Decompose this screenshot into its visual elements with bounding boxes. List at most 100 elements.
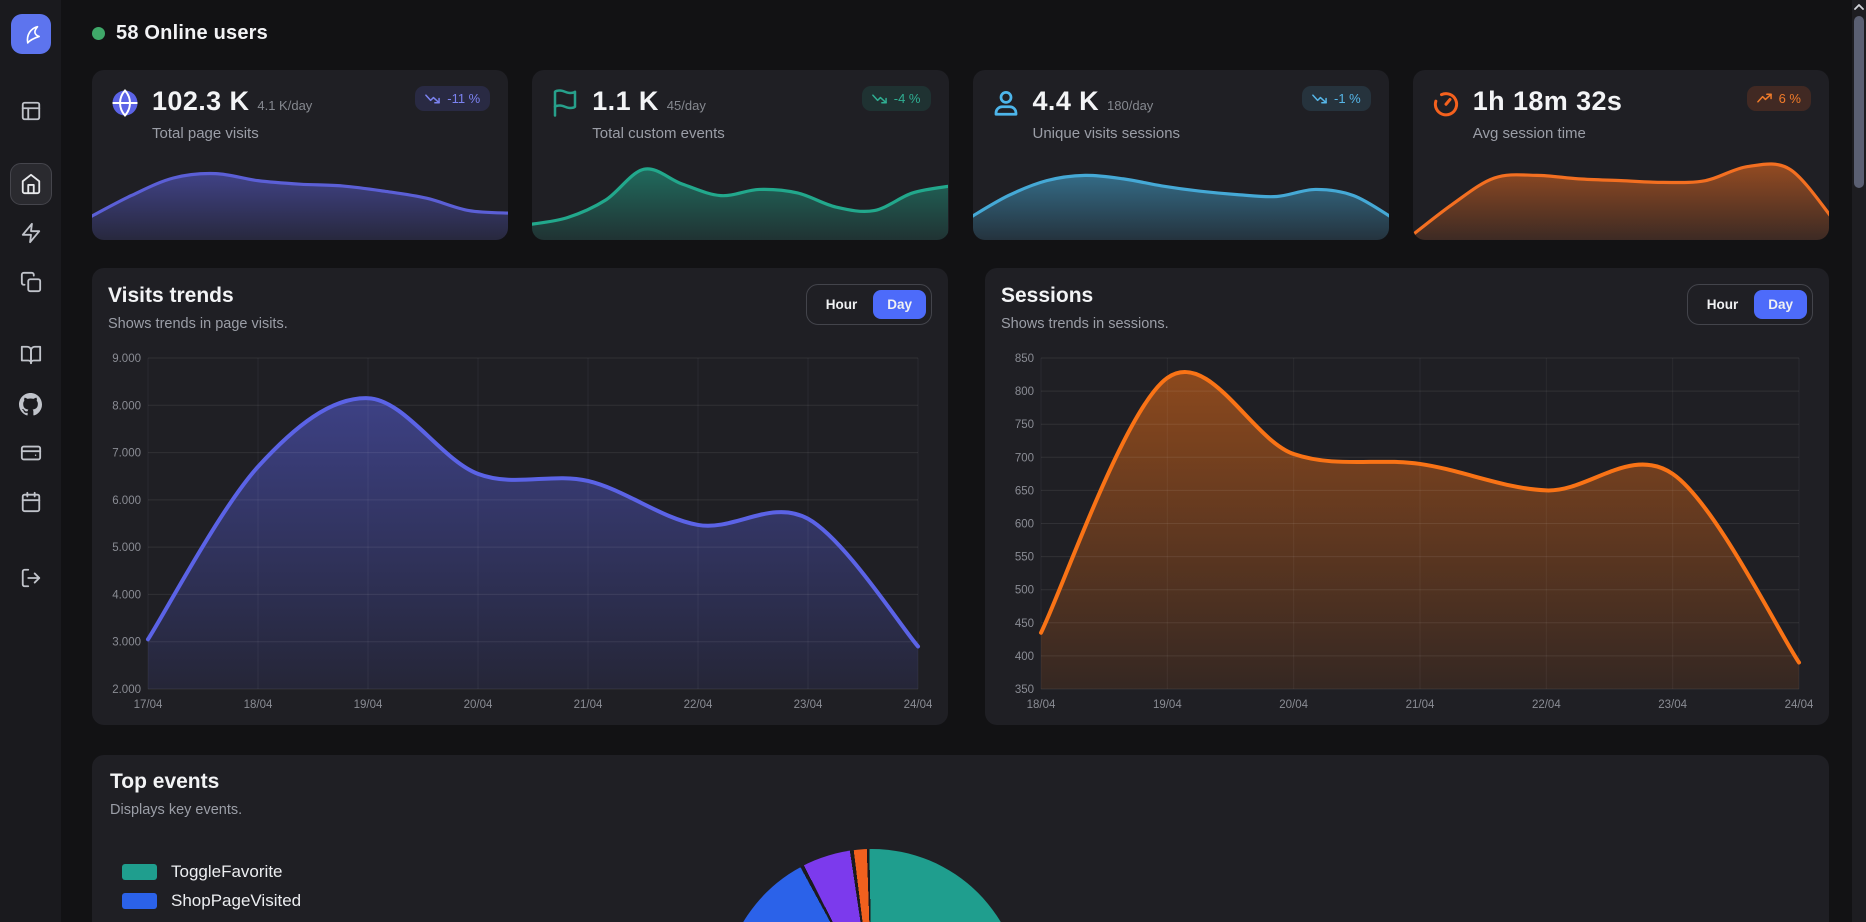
trend-badge: -1 % bbox=[1302, 86, 1371, 111]
svg-text:6.000: 6.000 bbox=[112, 495, 141, 507]
svg-text:7.000: 7.000 bbox=[112, 448, 141, 460]
toggle-day-button[interactable]: Day bbox=[873, 290, 926, 319]
svg-text:19/04: 19/04 bbox=[1153, 699, 1182, 711]
stat-rate: 180/day bbox=[1107, 98, 1154, 113]
zap-icon bbox=[21, 222, 40, 244]
svg-text:19/04: 19/04 bbox=[354, 699, 383, 711]
svg-text:450: 450 bbox=[1015, 618, 1034, 630]
toggle-hour-button[interactable]: Hour bbox=[1693, 290, 1753, 319]
svg-text:20/04: 20/04 bbox=[464, 699, 493, 711]
legend-item-shoppagevisited[interactable]: ShopPageVisited bbox=[122, 891, 442, 911]
app-logo[interactable] bbox=[10, 14, 51, 54]
credit-card-icon bbox=[20, 445, 41, 461]
svg-text:800: 800 bbox=[1015, 386, 1034, 398]
svg-text:550: 550 bbox=[1015, 552, 1034, 564]
svg-text:23/04: 23/04 bbox=[1658, 699, 1687, 711]
svg-text:500: 500 bbox=[1015, 585, 1034, 597]
stat-card-total-page-visits: 102.3 K 4.1 K/day -11 % Total page visit… bbox=[92, 70, 509, 240]
top-events-pie-chart bbox=[722, 849, 1022, 922]
legend-swatch bbox=[122, 864, 157, 880]
svg-text:21/04: 21/04 bbox=[574, 699, 603, 711]
svg-text:400: 400 bbox=[1015, 651, 1034, 663]
toggle-day-button[interactable]: Day bbox=[1754, 290, 1807, 319]
sparkline-chart bbox=[972, 148, 1389, 240]
sparkline-chart bbox=[92, 148, 509, 240]
page-header: 58 Online users bbox=[92, 22, 1829, 45]
svg-text:8.000: 8.000 bbox=[112, 400, 141, 412]
stat-label: Total custom events bbox=[592, 125, 725, 142]
trending-down-icon bbox=[871, 94, 887, 104]
stat-value: 1h 18m 32s bbox=[1472, 86, 1623, 116]
legend-item-togglefavorite[interactable]: ToggleFavorite bbox=[122, 862, 442, 882]
chart-subtitle: Shows trends in page visits. bbox=[108, 316, 288, 332]
svg-text:4.000: 4.000 bbox=[112, 589, 141, 601]
trend-badge: -11 % bbox=[415, 86, 491, 111]
interval-toggle: Hour Day bbox=[1686, 284, 1813, 325]
online-status-dot bbox=[92, 27, 105, 40]
globe-icon bbox=[112, 89, 138, 117]
sidebar-item-logout[interactable] bbox=[10, 557, 52, 599]
stat-value: 102.3 K bbox=[152, 86, 250, 116]
sidebar-item-pages[interactable] bbox=[10, 261, 52, 303]
logo-wave-icon bbox=[26, 25, 40, 44]
svg-text:650: 650 bbox=[1015, 485, 1034, 497]
stat-card-total-custom-events: 1.1 K 45/day -4 % Total custom events bbox=[532, 70, 949, 240]
svg-text:20/04: 20/04 bbox=[1279, 699, 1308, 711]
svg-text:350: 350 bbox=[1015, 684, 1034, 696]
svg-text:5.000: 5.000 bbox=[112, 542, 141, 554]
top-events-legend: ToggleFavorite ShopPageVisited PurchaseP… bbox=[122, 862, 442, 922]
trend-badge: -4 % bbox=[861, 86, 931, 111]
svg-text:24/04: 24/04 bbox=[904, 699, 932, 711]
svg-text:850: 850 bbox=[1015, 353, 1034, 365]
chevron-up-icon bbox=[1854, 4, 1864, 10]
sidebar-item-billing[interactable] bbox=[10, 432, 52, 474]
trend-badge: 6 % bbox=[1746, 86, 1811, 111]
online-users-title: 58 Online users bbox=[116, 22, 268, 44]
sidebar-item-home[interactable] bbox=[9, 163, 52, 205]
scrollbar[interactable] bbox=[1852, 0, 1866, 922]
svg-text:2.000: 2.000 bbox=[112, 684, 141, 696]
chart-title: Visits trends bbox=[108, 284, 234, 307]
svg-text:3.000: 3.000 bbox=[112, 637, 141, 649]
stat-value: 4.4 K bbox=[1032, 86, 1100, 116]
sidebar-item-docs[interactable] bbox=[10, 334, 52, 376]
sidebar bbox=[0, 0, 61, 922]
calendar-icon bbox=[21, 491, 40, 513]
stat-value: 1.1 K bbox=[592, 86, 659, 116]
svg-text:750: 750 bbox=[1015, 419, 1034, 431]
stat-rate: 4.1 K/day bbox=[257, 98, 313, 113]
svg-text:18/04: 18/04 bbox=[1027, 699, 1056, 711]
user-icon bbox=[994, 91, 1017, 116]
svg-text:23/04: 23/04 bbox=[794, 699, 823, 711]
scrollbar-up-button[interactable] bbox=[1852, 0, 1866, 14]
logout-icon bbox=[21, 568, 40, 588]
toggle-hour-button[interactable]: Hour bbox=[812, 290, 872, 319]
interval-toggle: Hour Day bbox=[805, 284, 932, 325]
sidebar-item-calendar[interactable] bbox=[10, 481, 52, 523]
sessions-card: Sessions Shows trends in sessions. Hour … bbox=[985, 268, 1829, 725]
home-icon bbox=[21, 173, 40, 195]
main-content: 58 Online users 102.3 K 4.1 K/day bbox=[61, 0, 1852, 922]
timer-icon bbox=[1433, 92, 1458, 117]
stat-rate: 45/day bbox=[666, 98, 706, 113]
stat-card-unique-visits-sessions: 4.4 K 180/day -1 % Unique visits session… bbox=[972, 70, 1389, 240]
top-events-subtitle: Displays key events. bbox=[110, 802, 243, 818]
sparkline-chart bbox=[1412, 148, 1829, 240]
svg-text:600: 600 bbox=[1015, 519, 1034, 531]
layout-dashboard-icon bbox=[21, 101, 40, 121]
github-icon bbox=[19, 392, 42, 415]
stat-label: Total page visits bbox=[152, 125, 259, 142]
sessions-chart: 350 400 450 500 550 600 650 700 750 800 850 18/04 19… bbox=[1001, 352, 1814, 715]
legend-item-purchasepagevisited[interactable]: PurchasePageVisited bbox=[122, 920, 442, 922]
trending-up-icon bbox=[1756, 93, 1772, 103]
stats-row: 102.3 K 4.1 K/day -11 % Total page visit… bbox=[92, 70, 1829, 240]
stat-card-avg-session-time: 1h 18m 32s 6 % Avg session time bbox=[1412, 70, 1829, 240]
top-events-title: Top events bbox=[110, 770, 220, 793]
sidebar-item-events[interactable] bbox=[10, 212, 52, 254]
scrollbar-thumb[interactable] bbox=[1854, 16, 1864, 188]
svg-text:21/04: 21/04 bbox=[1406, 699, 1435, 711]
visits-trends-chart: 2.000 3.000 4.000 5.000 6.000 7.000 8.000 9.000… bbox=[108, 352, 933, 715]
sidebar-item-dashboard[interactable] bbox=[10, 90, 52, 132]
svg-text:24/04: 24/04 bbox=[1785, 699, 1813, 711]
sidebar-item-github[interactable] bbox=[10, 383, 52, 425]
